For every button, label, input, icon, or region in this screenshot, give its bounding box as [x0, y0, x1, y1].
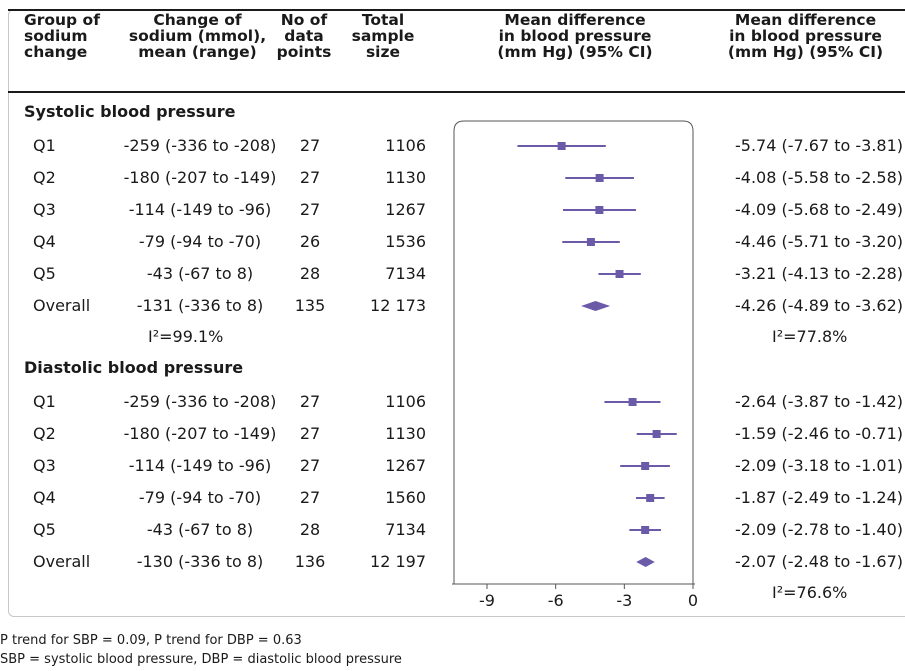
- row-data-points: 27: [299, 456, 321, 475]
- section-title: Systolic blood pressure: [24, 102, 236, 121]
- row-estimate: -4.26 (-4.89 to -3.62): [735, 296, 903, 315]
- header-sample: Total sample size: [351, 11, 415, 61]
- row-sodium-change: -79 (-94 to -70): [138, 488, 262, 507]
- row-data-points: 27: [299, 424, 321, 443]
- row-sample-size: 1106: [385, 392, 426, 411]
- row-group: Q1: [33, 392, 56, 411]
- point-estimate: [646, 494, 655, 502]
- row-group: Overall: [33, 552, 91, 571]
- point-estimate: [557, 142, 566, 150]
- row-estimate: -2.09 (-3.18 to -1.01): [735, 456, 903, 475]
- x-tick-label: -9: [479, 591, 495, 610]
- row-group: Q4: [33, 488, 56, 507]
- row-estimate: -4.08 (-5.58 to -2.58): [735, 168, 903, 187]
- plot-frame: [453, 120, 694, 584]
- pooled-estimate-diamond: [636, 557, 655, 567]
- row-estimate: -1.59 (-2.46 to -0.71): [735, 424, 903, 443]
- row-sodium-change: -259 (-336 to -208): [123, 136, 277, 155]
- row-data-points: 27: [299, 136, 321, 155]
- row-data-points: 135: [294, 296, 326, 315]
- row-estimate: -4.46 (-5.71 to -3.20): [735, 232, 903, 251]
- point-estimate: [641, 462, 650, 470]
- row-sample-size: 7134: [385, 264, 426, 283]
- row-group: Q5: [33, 264, 56, 283]
- header-bottom-rule: [8, 91, 905, 93]
- row-sodium-change: -180 (-207 to -149): [123, 168, 277, 187]
- row-sodium-change: -43 (-67 to 8): [146, 520, 254, 539]
- header-points: No of data points: [276, 11, 332, 61]
- point-estimate: [641, 526, 650, 534]
- x-tick-label: -3: [616, 591, 632, 610]
- header-plot: Mean difference in blood pressure (mm Hg…: [497, 11, 653, 61]
- row-sample-size: 7134: [385, 520, 426, 539]
- row-data-points: 27: [299, 168, 321, 187]
- row-sample-size: 1267: [385, 456, 426, 475]
- row-sodium-change: -114 (-149 to -96): [128, 456, 272, 475]
- x-tick-label: -6: [548, 591, 564, 610]
- row-sample-size: 1130: [385, 168, 426, 187]
- row-estimate: -3.21 (-4.13 to -2.28): [735, 264, 903, 283]
- point-estimate: [586, 238, 595, 246]
- row-sodium-change: -114 (-149 to -96): [128, 200, 272, 219]
- row-group: Q5: [33, 520, 56, 539]
- x-tick-label: 0: [688, 591, 698, 610]
- row-data-points: 27: [299, 488, 321, 507]
- point-estimate: [595, 206, 604, 214]
- header-top-rule: [8, 9, 905, 11]
- row-data-points: 28: [299, 520, 321, 539]
- heterogeneity-sbp: I²=77.8%: [772, 327, 848, 346]
- point-estimate: [652, 430, 661, 438]
- row-sample-size: 12 197: [370, 552, 426, 571]
- row-group: Q2: [33, 424, 56, 443]
- row-sodium-change: -131 (-336 to 8): [136, 296, 264, 315]
- row-sample-size: 1106: [385, 136, 426, 155]
- row-estimate: -2.09 (-2.78 to -1.40): [735, 520, 903, 539]
- row-sample-size: 12 173: [370, 296, 426, 315]
- footnote-trend: P trend for SBP = 0.09, P trend for DBP …: [0, 633, 302, 648]
- row-sample-size: 1267: [385, 200, 426, 219]
- row-estimate: -5.74 (-7.67 to -3.81): [735, 136, 903, 155]
- row-data-points: 27: [299, 200, 321, 219]
- row-sodium-change: -259 (-336 to -208): [123, 392, 277, 411]
- row-sodium-change: -180 (-207 to -149): [123, 424, 277, 443]
- row-estimate: -1.87 (-2.49 to -1.24): [735, 488, 903, 507]
- point-estimate: [595, 174, 604, 182]
- row-sample-size: 1536: [385, 232, 426, 251]
- row-group: Q1: [33, 136, 56, 155]
- row-data-points: 136: [294, 552, 326, 571]
- row-sample-size: 1560: [385, 488, 426, 507]
- row-group: Q3: [33, 456, 56, 475]
- header-change: Change of sodium (mmol), mean (range): [128, 11, 267, 61]
- row-estimate: -4.09 (-5.68 to -2.49): [735, 200, 903, 219]
- row-estimate: -2.64 (-3.87 to -1.42): [735, 392, 903, 411]
- row-group: Q2: [33, 168, 56, 187]
- row-group: Overall: [33, 296, 91, 315]
- row-sodium-change: -79 (-94 to -70): [138, 232, 262, 251]
- heterogeneity-sodium: I²=99.1%: [148, 327, 224, 346]
- section-title: Diastolic blood pressure: [24, 358, 244, 377]
- pooled-estimate-diamond: [581, 301, 611, 311]
- row-estimate: -2.07 (-2.48 to -1.67): [735, 552, 903, 571]
- heterogeneity-dbp: I²=76.6%: [772, 583, 848, 602]
- header-group: Group of sodium change: [24, 11, 100, 61]
- point-estimate: [615, 270, 624, 278]
- row-group: Q4: [33, 232, 56, 251]
- row-sample-size: 1130: [385, 424, 426, 443]
- header-estimate: Mean difference in blood pressure (mm Hg…: [727, 11, 884, 61]
- row-data-points: 27: [299, 392, 321, 411]
- row-data-points: 28: [299, 264, 321, 283]
- row-group: Q3: [33, 200, 56, 219]
- row-data-points: 26: [299, 232, 321, 251]
- point-estimate: [628, 398, 637, 406]
- row-sodium-change: -130 (-336 to 8): [136, 552, 264, 571]
- footnote-abbreviations: SBP = systolic blood pressure, DBP = dia…: [0, 652, 402, 667]
- row-sodium-change: -43 (-67 to 8): [146, 264, 254, 283]
